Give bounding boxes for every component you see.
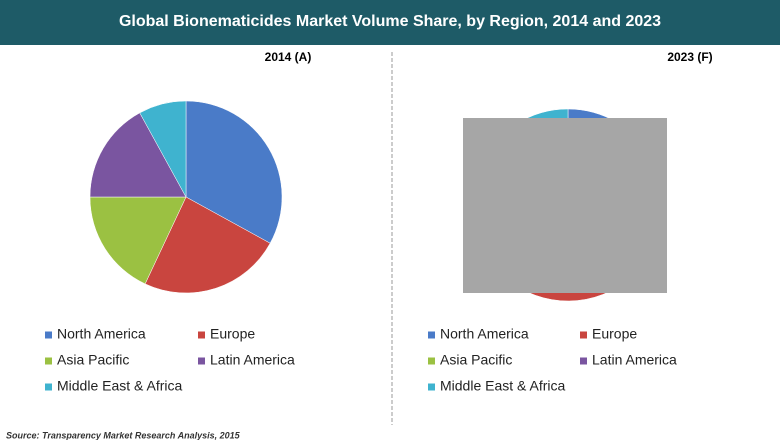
- legend-swatch: [45, 383, 52, 391]
- legend-label: Latin America: [592, 352, 677, 368]
- pie-slice: [144, 196, 271, 294]
- chart-title: Global Bionematicides Market Volume Shar…: [119, 13, 661, 30]
- pie-slice: [139, 100, 187, 198]
- legend-label: Middle East & Africa: [57, 378, 182, 394]
- legend-swatch: [45, 331, 52, 339]
- pie-slice: [89, 112, 187, 198]
- legend-label: North America: [57, 326, 146, 342]
- pie-slice: [89, 196, 187, 285]
- legend-label: Middle East & Africa: [440, 378, 565, 394]
- legend-label: Europe: [592, 326, 637, 342]
- pie-slice: [185, 100, 283, 244]
- legend-swatch: [428, 383, 435, 391]
- legend-swatch: [428, 357, 435, 365]
- legend-swatch: [580, 357, 587, 365]
- legend-label: Europe: [210, 326, 255, 342]
- legend-swatch: [198, 331, 205, 339]
- legend-swatch: [45, 357, 52, 365]
- legend-label: Latin America: [210, 352, 295, 368]
- legend-label: Asia Pacific: [440, 352, 512, 368]
- source: Source: Transparency Market Research Ana…: [6, 430, 241, 440]
- legend-label: North America: [440, 326, 529, 342]
- panel-title: 2023 (F): [667, 50, 712, 64]
- panel-title: 2014 (A): [265, 50, 312, 64]
- legend-label: Asia Pacific: [57, 352, 129, 368]
- title-bar: [0, 0, 780, 45]
- legend-swatch: [580, 331, 587, 339]
- obscuring-box: [463, 118, 667, 293]
- legend-swatch: [428, 331, 435, 339]
- legend-swatch: [198, 357, 205, 365]
